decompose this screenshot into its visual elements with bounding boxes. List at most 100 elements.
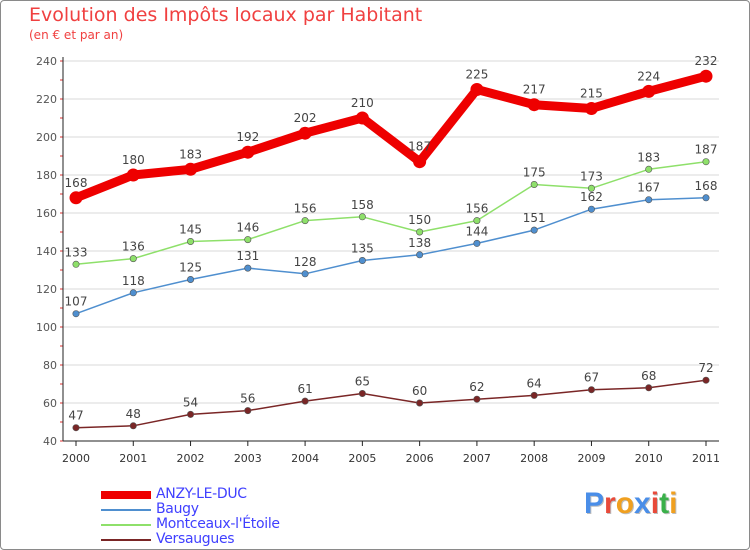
y-tick-label: 80	[43, 359, 57, 372]
data-label: 56	[240, 392, 255, 406]
data-label: 118	[122, 274, 145, 288]
data-labels-layer: 168 180 183 192 202 210 187 225 217 215 224 232 107 1…	[65, 54, 718, 423]
data-point	[129, 422, 137, 430]
data-point	[645, 165, 653, 173]
logo-letter: r	[604, 487, 616, 520]
logo-letter: P	[584, 487, 605, 520]
data-label: 168	[65, 176, 88, 190]
data-point	[645, 196, 653, 204]
data-point	[416, 399, 424, 407]
data-point	[187, 238, 195, 246]
data-point	[702, 158, 710, 166]
data-point	[416, 228, 424, 236]
data-label: 158	[351, 198, 374, 212]
data-label: 68	[641, 369, 656, 383]
data-point	[587, 184, 595, 192]
data-label: 67	[584, 371, 599, 385]
data-point	[69, 191, 83, 205]
data-label: 232	[695, 54, 718, 68]
y-tick-label: 100	[36, 321, 57, 334]
data-label: 225	[465, 68, 488, 82]
y-tick-label: 60	[43, 397, 57, 410]
data-label: 146	[236, 221, 259, 235]
data-label: 138	[408, 236, 431, 250]
y-tick-label: 160	[36, 207, 57, 220]
data-label: 156	[294, 202, 317, 216]
data-point	[645, 384, 653, 392]
x-tick-label: 2003	[234, 452, 262, 465]
x-tick-label: 2011	[692, 452, 720, 465]
y-tick-label: 200	[36, 131, 57, 144]
series-baugy	[72, 194, 710, 318]
data-label: 150	[408, 213, 431, 227]
data-point	[301, 217, 309, 225]
x-tick-label: 2001	[119, 452, 147, 465]
data-label: 60	[412, 384, 427, 398]
data-point	[473, 239, 481, 247]
data-point	[244, 407, 252, 415]
data-label: 54	[183, 395, 198, 409]
data-point	[241, 145, 255, 159]
data-label: 133	[65, 245, 88, 259]
data-point	[72, 310, 80, 318]
x-tick-label: 2010	[635, 452, 663, 465]
series-layer	[69, 69, 713, 432]
data-point	[301, 270, 309, 278]
data-point	[72, 260, 80, 268]
x-tick-label: 2000	[62, 452, 90, 465]
data-label: 187	[408, 140, 431, 154]
data-label: 107	[65, 295, 88, 309]
data-label: 224	[637, 69, 660, 83]
data-label: 210	[351, 96, 374, 110]
data-label: 187	[695, 143, 718, 157]
series-line	[75, 197, 707, 315]
data-point	[587, 205, 595, 213]
logo-letter: i	[669, 487, 678, 520]
data-point	[358, 213, 366, 221]
x-tick-label: 2006	[406, 452, 434, 465]
chart-subtitle: (en € et par an)	[29, 28, 124, 42]
data-point	[301, 397, 309, 405]
data-label: 162	[580, 190, 603, 204]
data-label: 156	[465, 202, 488, 216]
data-point	[187, 410, 195, 418]
x-tick-label: 2007	[463, 452, 491, 465]
data-label: 202	[294, 111, 317, 125]
grid-lines	[63, 60, 719, 404]
series-line	[75, 160, 707, 266]
data-label: 62	[469, 380, 484, 394]
legend-label: Versaugues	[156, 531, 235, 547]
data-point	[72, 424, 80, 432]
x-tick-label: 2002	[177, 452, 205, 465]
legend-label: Montceaux-l'Étoile	[156, 516, 280, 532]
data-point	[587, 386, 595, 394]
y-tick-label: 40	[43, 435, 57, 448]
data-label: 48	[126, 407, 141, 421]
data-label: 217	[523, 83, 546, 97]
data-point	[530, 181, 538, 189]
y-tick-label: 220	[36, 93, 57, 106]
data-point	[527, 98, 541, 112]
y-tick-label: 240	[36, 55, 57, 68]
data-point	[413, 155, 427, 169]
legend-swatch	[101, 509, 151, 511]
data-point	[473, 395, 481, 403]
data-point	[129, 255, 137, 263]
data-point	[126, 168, 140, 182]
data-label: 180	[122, 153, 145, 167]
logo-letter: x	[634, 487, 651, 520]
data-point	[298, 126, 312, 140]
x-tick-label: 2004	[291, 452, 319, 465]
data-label: 65	[355, 375, 370, 389]
proxiti-logo: Proxiti	[584, 487, 677, 521]
series-montceaux-l-toile	[72, 158, 710, 268]
legend-swatch	[101, 539, 151, 541]
data-point	[699, 69, 713, 83]
y-tick-label: 140	[36, 245, 57, 258]
data-label: 168	[695, 179, 718, 193]
series-versaugues	[72, 376, 710, 432]
data-label: 183	[179, 147, 202, 161]
series-line	[71, 71, 711, 203]
data-label: 167	[637, 181, 660, 195]
